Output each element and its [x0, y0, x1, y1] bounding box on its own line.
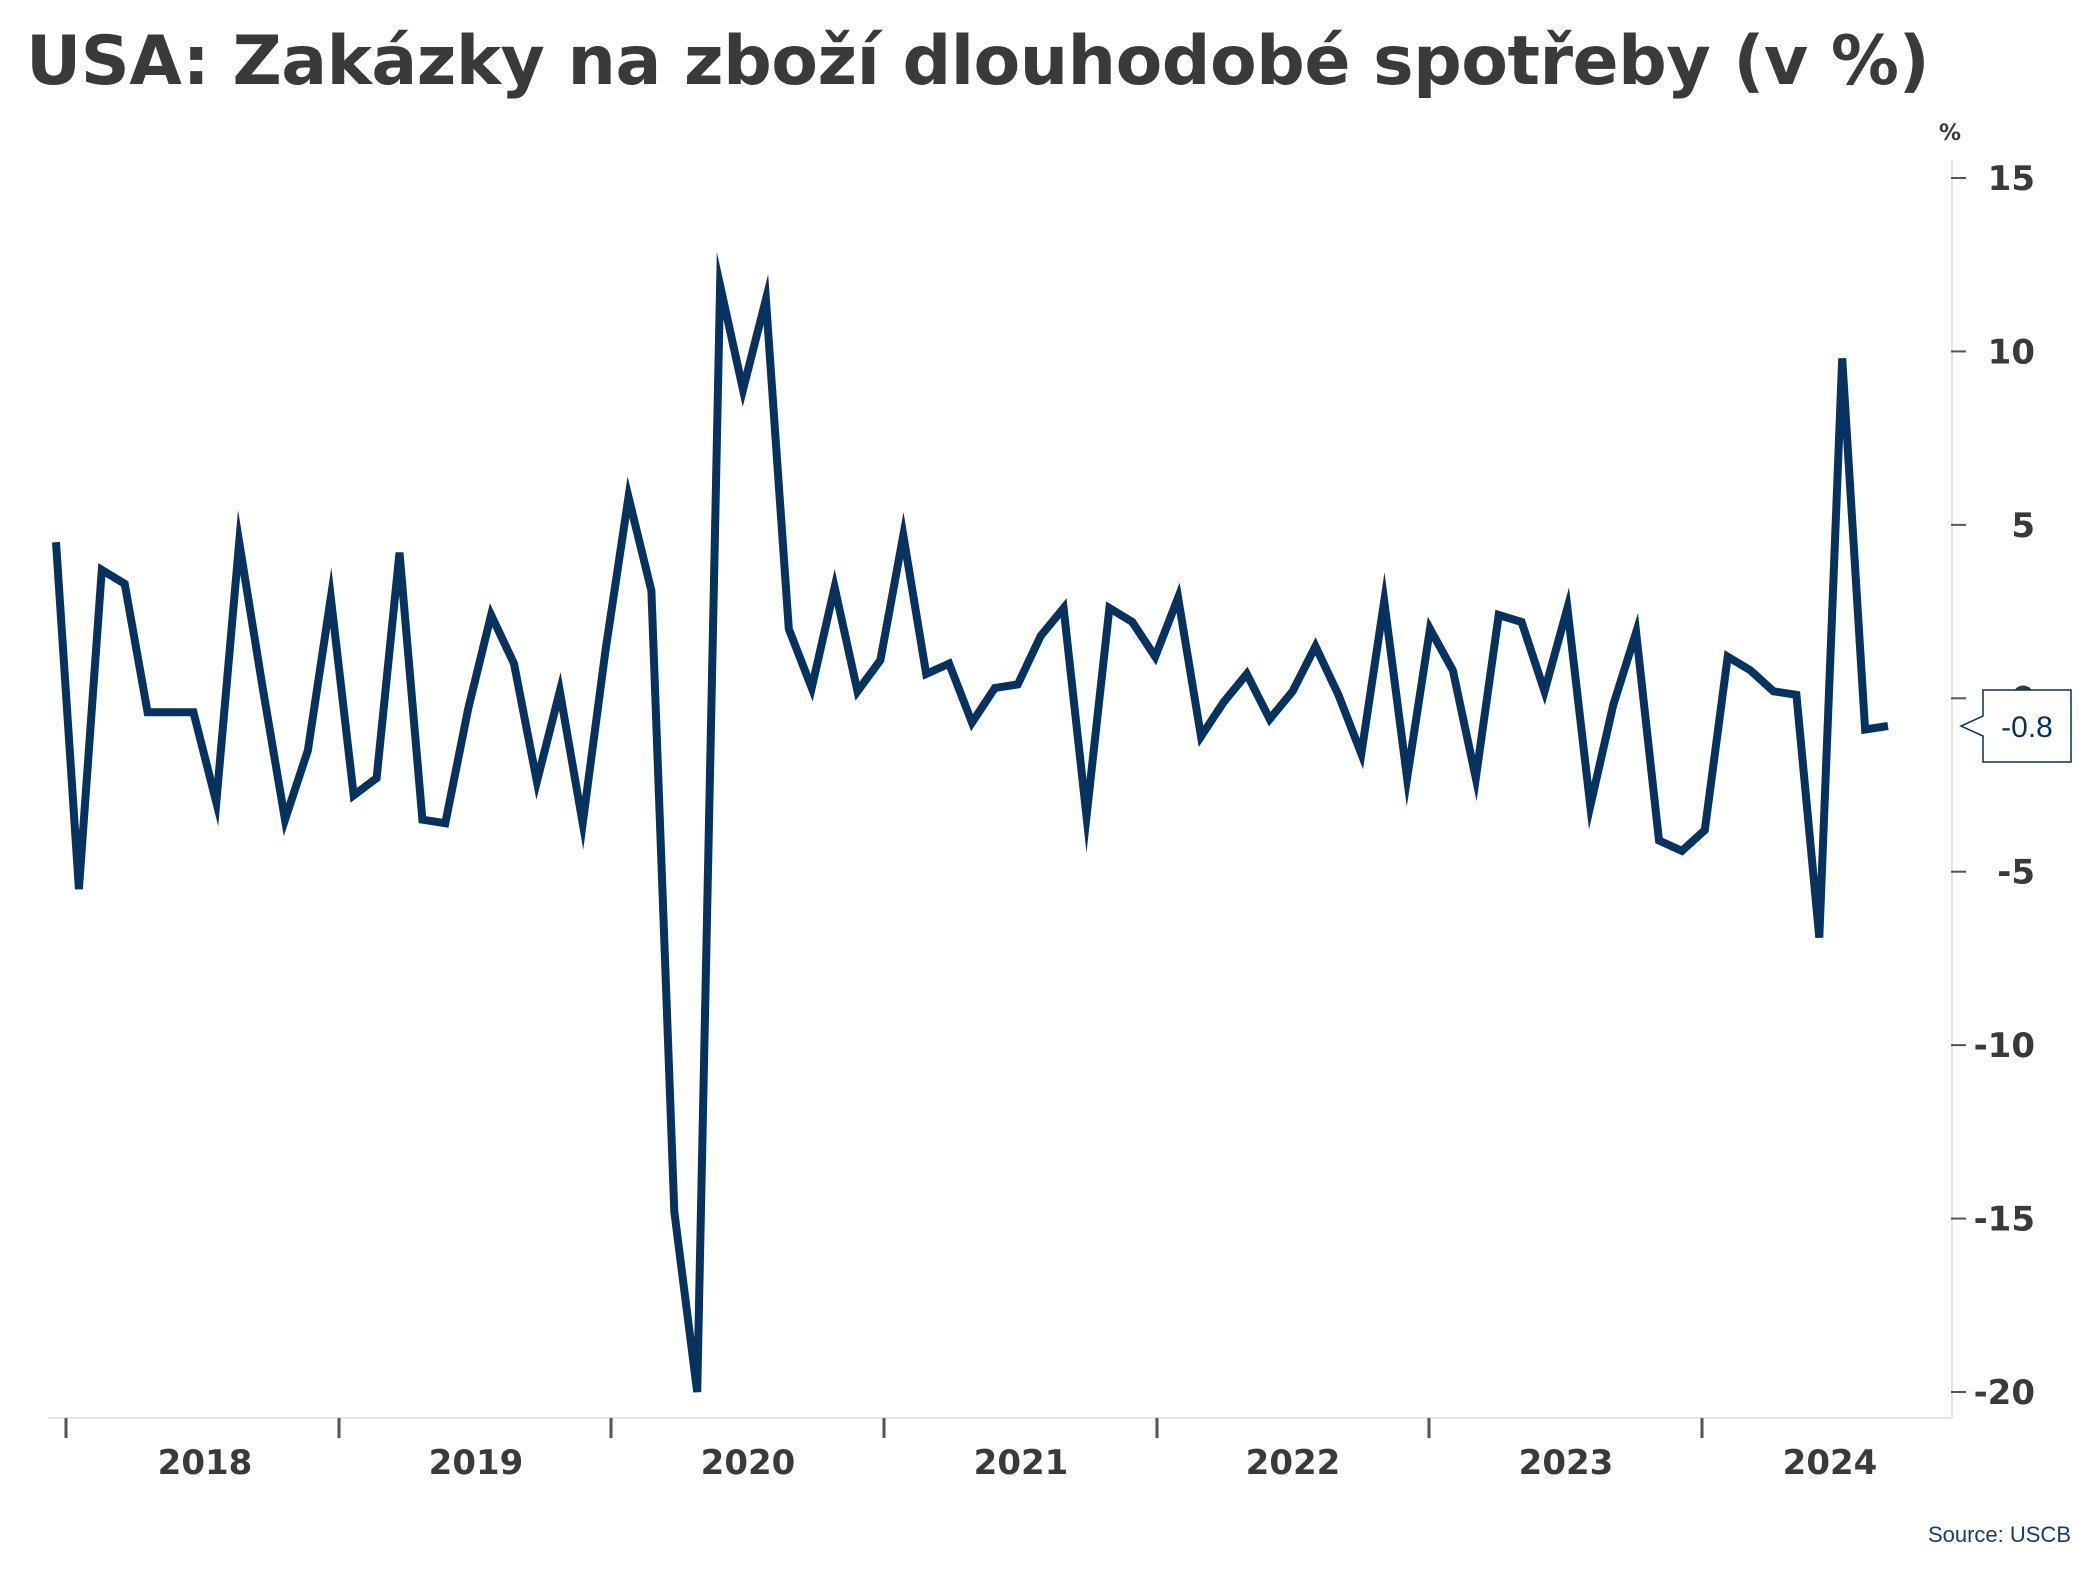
last-value-callout — [1959, 689, 2072, 763]
y-tick-label: 10 — [1988, 332, 2035, 372]
y-tick-label: -15 — [1974, 1200, 2035, 1240]
x-tick-label-2024: 2024 — [1783, 1443, 1878, 1483]
x-tick-label-2023: 2023 — [1519, 1443, 1614, 1483]
y-axis-unit-label: % — [1939, 121, 1961, 146]
x-tick-label-2020: 2020 — [701, 1443, 796, 1483]
x-tick-label-2021: 2021 — [974, 1443, 1069, 1483]
y-tick-label: -5 — [1997, 853, 2035, 893]
last-value-label: -0.8 — [2001, 711, 2053, 744]
y-tick-label: -10 — [1974, 1026, 2035, 1066]
y-tick-label: 5 — [2011, 506, 2035, 546]
x-tick-label-2018: 2018 — [158, 1443, 253, 1483]
series-layer — [52, 251, 1889, 1393]
chart-title: USA: Zakázky na zboží dlouhodobé spotřeb… — [26, 22, 1930, 101]
source-note: Source: USCB — [1927, 1522, 2071, 1547]
x-tick-label-2022: 2022 — [1246, 1443, 1341, 1483]
y-tick-label: 15 — [1988, 159, 2035, 199]
axes — [48, 160, 1966, 1438]
labels-layer: %151050-5-10-15-202018201920202021202220… — [158, 121, 2072, 1483]
y-tick-label: -20 — [1974, 1373, 2035, 1413]
x-tick-label-2019: 2019 — [429, 1443, 524, 1483]
series-line — [52, 251, 1889, 1393]
